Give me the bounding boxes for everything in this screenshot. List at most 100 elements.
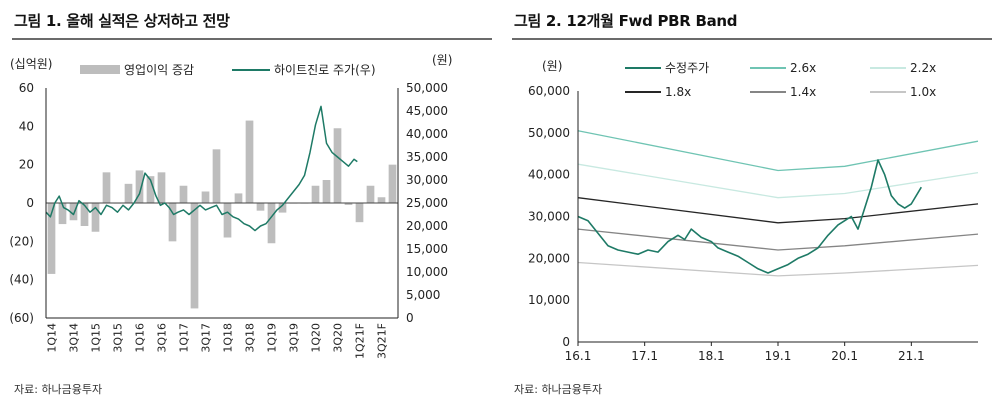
left-tick-label: 20 — [19, 158, 34, 172]
right-tick-label: 50,000 — [406, 81, 448, 95]
y-tick-label: 0 — [562, 335, 570, 349]
bar-operating-profit-change — [322, 180, 331, 203]
bar-operating-profit-change — [344, 203, 353, 205]
y-tick-label: 30,000 — [528, 210, 570, 224]
legend-label-2: 2.2x — [910, 61, 936, 75]
legend-label-3: 1.8x — [665, 85, 691, 99]
y-tick-label: 50,000 — [528, 126, 570, 140]
bar-operating-profit-change — [234, 193, 243, 203]
chart-1-source: 자료: 하나금융투자 — [14, 383, 103, 396]
chart-2-title: 그림 2. 12개월 Fwd PBR Band — [514, 12, 738, 30]
bar-operating-profit-change — [47, 203, 56, 274]
bar-operating-profit-change — [311, 185, 320, 203]
x-tick-label: 1Q21F — [354, 323, 367, 359]
bar-operating-profit-change — [146, 176, 155, 203]
left-tick-label: (20) — [9, 234, 34, 248]
y-tick-label: 20,000 — [528, 251, 570, 265]
bar-operating-profit-change — [69, 203, 78, 221]
right-tick-label: 15,000 — [406, 242, 448, 256]
series-line-수정주가 — [577, 159, 922, 274]
x-tick-label: 3Q14 — [68, 323, 81, 353]
right-axis-unit: (원) — [432, 53, 452, 67]
x-tick-label: 19.1 — [765, 349, 792, 363]
legend-label-0: 수정주가 — [665, 61, 709, 75]
y-axis-unit: (원) — [542, 59, 562, 73]
bar-operating-profit-change — [168, 203, 177, 242]
bar-operating-profit-change — [366, 185, 375, 203]
bar-operating-profit-change — [256, 203, 265, 211]
series-line-1.0x — [577, 261, 979, 277]
legend-label-4: 1.4x — [790, 85, 816, 99]
chart-panel-1: 그림 1. 올해 실적은 상저하고 전망 (십억원) (원) 영업이익 증감 하이트진… — [9, 12, 492, 396]
y-tick-label: 60,000 — [528, 84, 570, 98]
bar-operating-profit-change — [80, 203, 89, 226]
bar-operating-profit-change — [278, 203, 287, 213]
legend-label-5: 1.0x — [910, 85, 936, 99]
bar-operating-profit-change — [223, 203, 232, 238]
x-tick-label: 3Q16 — [156, 323, 169, 353]
right-tick-label: 5,000 — [406, 288, 440, 302]
x-tick-label: 3Q15 — [112, 323, 125, 353]
bar-operating-profit-change — [102, 172, 111, 203]
right-tick-label: 10,000 — [406, 265, 448, 279]
chart-2-svg: (원) 수정주가 2.6x 2.2x 1.8x 1.4x 1.0x 60,000 50,000 4… — [528, 59, 979, 363]
y-tick-label: 40,000 — [528, 168, 570, 182]
title-divider — [512, 38, 992, 40]
left-tick-label: 40 — [19, 119, 34, 133]
left-tick-label: (40) — [9, 273, 34, 287]
y-tick-label: 10,000 — [528, 293, 570, 307]
price-line-hite-jinro — [45, 105, 358, 232]
x-tick-label: 21.1 — [898, 349, 925, 363]
x-tick-label: 1Q17 — [178, 323, 191, 353]
series-line-2.6x — [577, 130, 979, 172]
x-tick-label: 1Q19 — [266, 323, 279, 353]
legend-bar-swatch — [80, 65, 120, 74]
right-tick-label: 45,000 — [406, 104, 448, 118]
bar-operating-profit-change — [91, 203, 100, 232]
bar-operating-profit-change — [212, 149, 221, 203]
right-tick-label: 0 — [406, 311, 414, 325]
legend-bar-label: 영업이익 증감 — [124, 63, 194, 77]
chart-panel-2: 그림 2. 12개월 Fwd PBR Band (원) 수정주가 2.6x 2.2x 1… — [500, 0, 1000, 405]
right-tick-label: 25,000 — [406, 196, 448, 210]
series-line-1.4x — [577, 228, 979, 251]
left-tick-label: 0 — [26, 196, 34, 210]
bar-operating-profit-change — [377, 197, 386, 203]
bar-operating-profit-change — [157, 172, 166, 203]
bar-operating-profit-change — [388, 164, 397, 203]
x-tick-label: 3Q18 — [244, 323, 257, 353]
series-line-1.8x — [577, 197, 979, 224]
x-tick-label: 20.1 — [831, 349, 858, 363]
right-tick-label: 30,000 — [406, 173, 448, 187]
x-tick-label: 3Q17 — [200, 323, 213, 353]
x-tick-label: 16.1 — [565, 349, 592, 363]
series-line-2.2x — [577, 163, 979, 199]
x-tick-label: 1Q20 — [310, 323, 323, 353]
left-axis-unit: (십억원) — [10, 57, 52, 71]
bar-operating-profit-change — [124, 183, 133, 203]
x-tick-label: 1Q18 — [222, 323, 235, 353]
bar-operating-profit-change — [58, 203, 67, 225]
legend-label-1: 2.6x — [790, 61, 816, 75]
x-tick-label: 3Q19 — [288, 323, 301, 353]
bar-operating-profit-change — [190, 203, 199, 309]
right-tick-label: 20,000 — [406, 219, 448, 233]
chart-1-svg: (십억원) (원) 영업이익 증감 하이트진로 주가(우) 60 40 20 0 (20) (40… — [9, 53, 452, 359]
bar-operating-profit-change — [245, 120, 254, 203]
x-tick-label: 1Q14 — [46, 323, 59, 353]
left-tick-label: (60) — [9, 311, 34, 325]
x-tick-label: 3Q21F — [376, 323, 389, 359]
legend-line-label: 하이트진로 주가(우) — [274, 63, 376, 77]
x-tick-label: 17.1 — [631, 349, 658, 363]
left-tick-label: 60 — [19, 81, 34, 95]
x-tick-label: 18.1 — [698, 349, 725, 363]
x-tick-label: 3Q20 — [332, 323, 345, 353]
right-tick-label: 35,000 — [406, 150, 448, 164]
x-tick-label: 1Q16 — [134, 323, 147, 353]
bar-operating-profit-change — [267, 203, 276, 244]
bar-operating-profit-change — [333, 128, 342, 203]
bar-operating-profit-change — [355, 203, 364, 223]
x-tick-label: 1Q15 — [90, 323, 103, 353]
bar-operating-profit-change — [201, 191, 210, 203]
title-divider — [12, 38, 492, 40]
